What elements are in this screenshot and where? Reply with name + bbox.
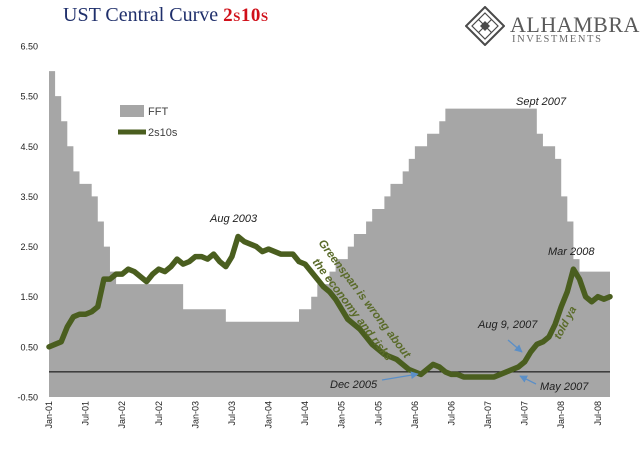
x-tick-label: Jan-07 [483, 401, 493, 429]
x-axis: Jan-01 Jul-01 Jan-02 Jul-02 Jan-03 Jul-03 Jan-… [44, 401, 603, 429]
x-tick-label: Jul-08 [593, 401, 603, 426]
fft-area-layer [49, 71, 610, 398]
annotation-aug-2003: Aug 2003 [209, 213, 258, 225]
x-tick-label: Jul-06 [446, 401, 456, 426]
x-tick-label: Jul-02 [154, 401, 164, 426]
spread-line [46, 233, 613, 380]
annotation-may-2007: May 2007 [540, 381, 589, 393]
x-tick-label: Jan-03 [190, 401, 200, 429]
annotation-aug-9-2007: Aug 9, 2007 [477, 319, 538, 331]
y-tick-label: 4.50 [20, 142, 38, 152]
x-tick-label: Jul-03 [227, 401, 237, 426]
title-accent: 2s10s [223, 5, 269, 26]
title-text: UST Central Curve [63, 4, 219, 26]
annotation-sept-2007: Sept 2007 [516, 96, 567, 108]
y-tick-label: 3.50 [20, 192, 38, 202]
arrow-aug-9-2007 [507, 339, 523, 353]
x-tick-label: Jul-05 [373, 401, 383, 426]
x-tick-label: Jan-02 [117, 401, 127, 429]
y-tick-label: 6.50 [20, 42, 38, 52]
legend-fft-label: FFT [148, 106, 168, 118]
brand-subtitle: INVESTMENTS [512, 34, 603, 45]
x-tick-label: Jul-01 [81, 401, 91, 426]
y-tick-label: 1.50 [20, 292, 38, 302]
spread-line-layer [46, 233, 613, 380]
x-tick-label: Jan-04 [264, 401, 274, 429]
y-tick-label: 0.50 [20, 342, 38, 352]
chart-title: UST Central Curve 2s10s [63, 4, 269, 27]
x-tick-label: Jan-08 [556, 401, 566, 429]
y-tick-label: -0.50 [17, 393, 38, 403]
legend-fft-swatch [120, 105, 144, 117]
y-tick-label: 2.50 [20, 242, 38, 252]
fft-area [49, 71, 610, 398]
arrow-dec-2005 [381, 371, 419, 381]
legend: FFT 2s10s [118, 105, 178, 139]
legend-2s10s-label: 2s10s [148, 127, 178, 139]
annotation-dec-2005: Dec 2005 [330, 379, 378, 391]
x-tick-label: Jan-01 [44, 401, 54, 429]
y-axis: 6.50 5.50 4.50 3.50 2.50 1.50 0.50 -0.50 [17, 42, 38, 403]
arrow-may-2007 [519, 375, 537, 385]
x-tick-label: Jul-07 [520, 401, 530, 426]
annotation-arrows [381, 339, 537, 385]
x-tick-label: Jan-05 [337, 401, 347, 429]
annotation-mar-2008: Mar 2008 [548, 246, 595, 258]
x-tick-label: Jul-04 [300, 401, 310, 426]
diamond-lattice-icon [465, 6, 505, 46]
x-tick-label: Jan-06 [410, 401, 420, 429]
brand-name: ALHAMBRA [510, 12, 640, 37]
y-tick-label: 5.50 [20, 92, 38, 102]
